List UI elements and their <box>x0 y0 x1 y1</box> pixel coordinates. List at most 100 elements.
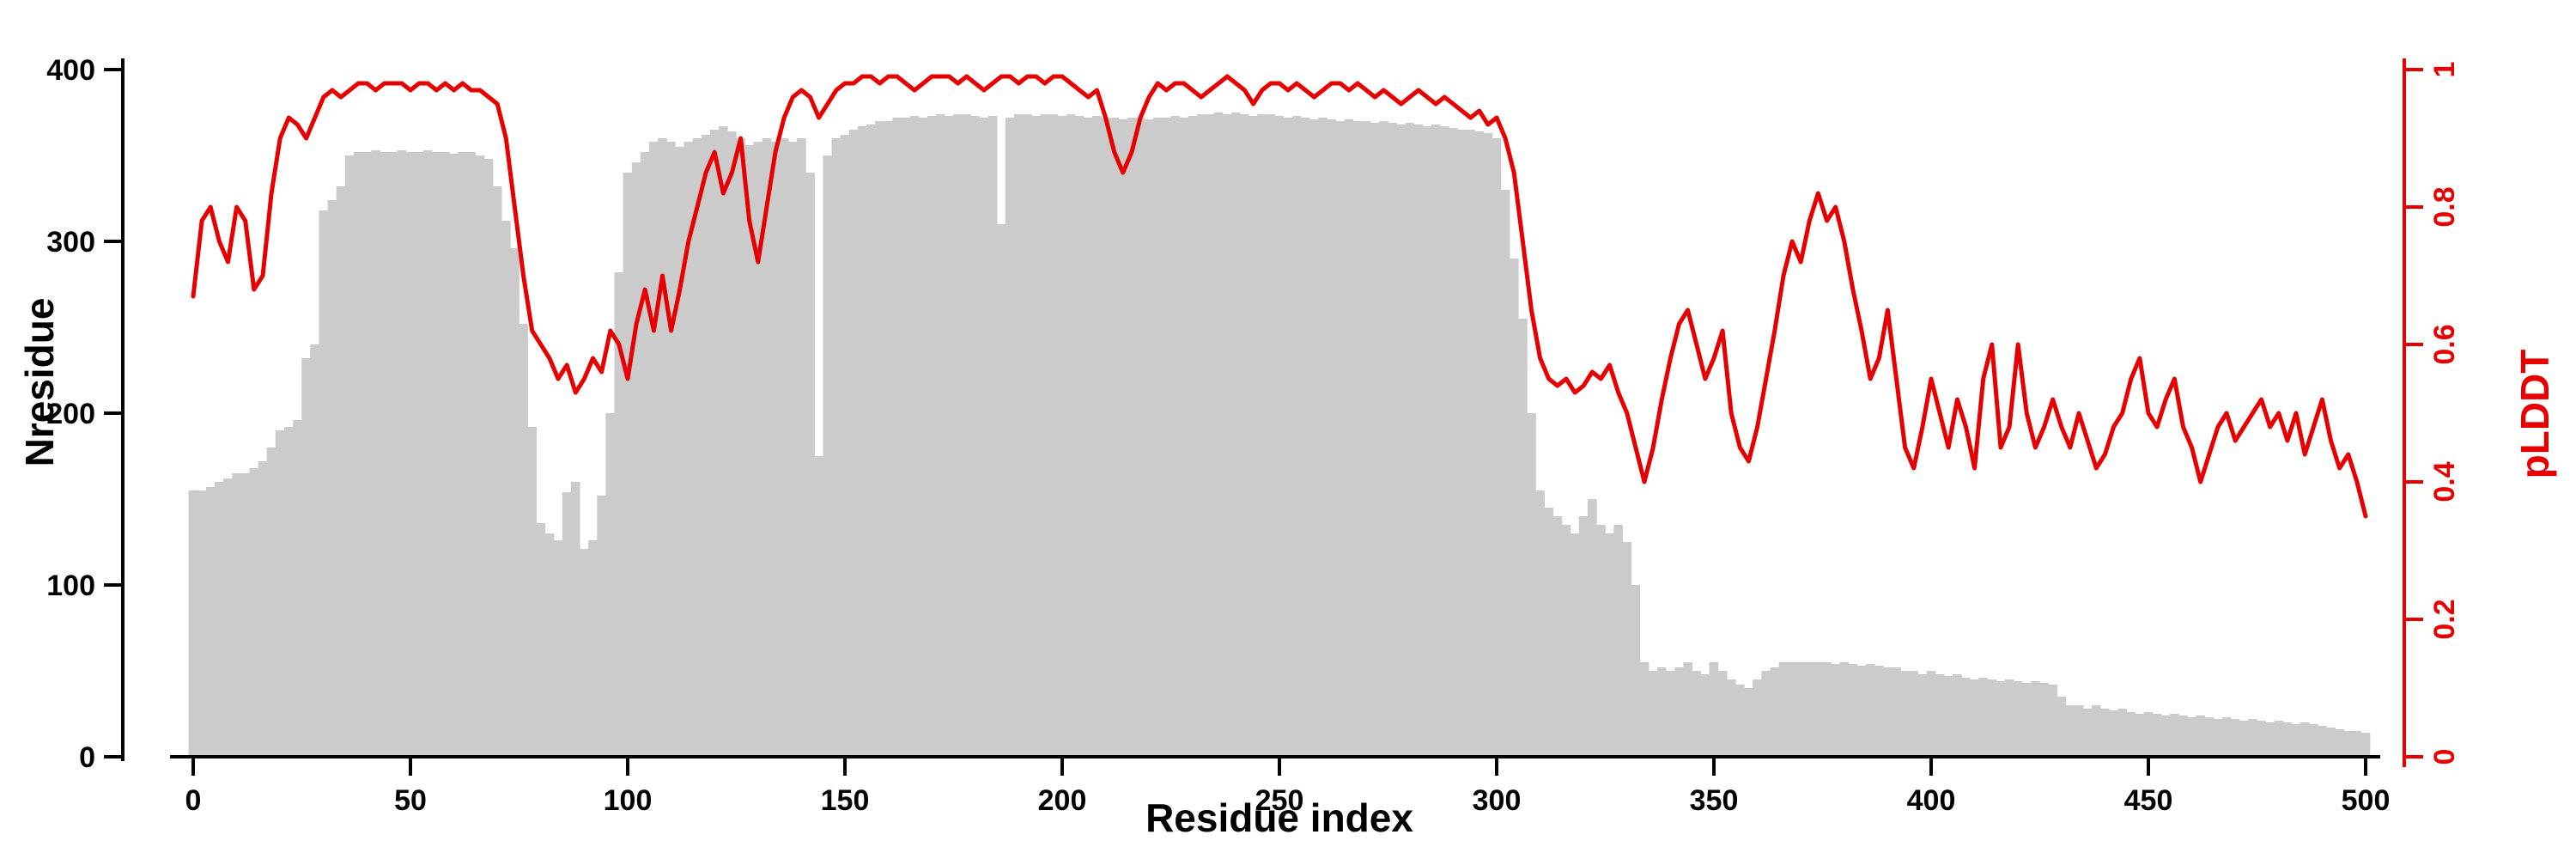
nresidue-bar <box>953 114 963 757</box>
nresidue-bar <box>266 448 276 757</box>
nresidue-bar <box>466 152 477 757</box>
nresidue-bar <box>597 496 606 757</box>
nresidue-bar <box>458 152 468 757</box>
y-axis-right-title: pLDDT <box>2512 349 2557 479</box>
nresidue-bar <box>770 142 781 757</box>
nresidue-bar <box>727 131 737 757</box>
nresidue-bar <box>1074 116 1084 757</box>
nresidue-bar <box>197 490 207 757</box>
nresidue-bar <box>1405 123 1415 757</box>
nresidue-bar <box>1240 114 1249 757</box>
nresidue-bar <box>1196 114 1206 757</box>
nresidue-bar <box>1031 116 1041 757</box>
nresidue-bar <box>1666 671 1675 757</box>
nresidue-bar <box>1231 113 1241 757</box>
tick-label: 400 <box>46 54 95 87</box>
nresidue-bar <box>336 186 346 757</box>
tick-label: 150 <box>821 784 870 817</box>
nresidue-bar <box>1674 667 1684 757</box>
nresidue-bar <box>405 152 416 757</box>
nresidue-bar <box>2291 724 2301 757</box>
nresidue-bar <box>2170 714 2179 757</box>
nresidue-bar <box>901 118 911 757</box>
nresidue-bar <box>1188 116 1198 757</box>
nresidue-bar <box>623 173 633 757</box>
nresidue-bar <box>2091 705 2101 757</box>
nresidue-bar <box>970 116 981 757</box>
nresidue-bar <box>588 540 598 757</box>
nresidue-bar <box>1883 667 1893 757</box>
nresidue-bar <box>1274 116 1285 757</box>
nresidue-bar <box>1578 516 1589 757</box>
nresidue-bar <box>2135 714 2145 757</box>
nresidue-bar <box>857 126 867 757</box>
nresidue-bar <box>580 549 589 757</box>
nresidue-bar <box>284 427 294 757</box>
nresidue-bar <box>2230 719 2240 757</box>
nresidue-bar <box>2318 726 2327 757</box>
nresidue-bar <box>1700 674 1710 757</box>
nresidue-bar <box>1527 413 1536 757</box>
nresidue-bar <box>319 210 329 757</box>
nresidue-bar <box>1388 123 1397 757</box>
nresidue-bar <box>2213 719 2223 757</box>
nresidue-bar <box>1770 667 1780 757</box>
y-axis-left: 0 100 200 300 400 <box>46 54 125 774</box>
nresidue-bar <box>1483 133 1493 757</box>
nresidue-bar <box>519 324 528 757</box>
nresidue-bar <box>275 430 285 757</box>
nresidue-bar <box>1492 138 1502 757</box>
nresidue-bar <box>1170 116 1180 757</box>
nresidue-bar <box>1709 662 1719 757</box>
plddt-line <box>191 74 2368 519</box>
nresidue-bar <box>918 118 928 757</box>
nresidue-bar <box>2335 729 2344 757</box>
nresidue-bar <box>1318 118 1327 757</box>
nresidue-bar <box>1439 126 1449 757</box>
nresidue-bar <box>2265 722 2275 757</box>
nresidue-bar <box>1179 118 1188 757</box>
tick-label: 500 <box>2342 784 2391 817</box>
nresidue-bar <box>1953 674 1962 757</box>
nresidue-bar <box>1622 542 1632 757</box>
nresidue-bar <box>1370 123 1380 757</box>
nresidue-bar <box>344 155 355 757</box>
nresidue-bar <box>2308 724 2318 757</box>
nresidue-bar <box>2152 714 2162 757</box>
nresidue-bar <box>1327 119 1337 757</box>
tick-label: 300 <box>1473 784 1522 817</box>
nresidue-bar <box>1978 678 1989 757</box>
tick-label: 0 <box>185 784 202 817</box>
nresidue-bars <box>188 113 2371 757</box>
nresidue-bar <box>683 142 694 757</box>
nresidue-bar <box>475 155 485 757</box>
nresidue-bar <box>1735 685 1745 757</box>
nresidue-bar <box>1205 114 1215 757</box>
nresidue-bar <box>892 118 902 757</box>
nresidue-bar <box>2352 731 2362 757</box>
nresidue-bar <box>562 492 572 757</box>
nresidue-bar <box>1892 667 1901 757</box>
nresidue-bar <box>936 114 945 757</box>
nresidue-bar <box>1518 319 1528 757</box>
nresidue-bar <box>1831 664 1840 757</box>
nresidue-bar <box>1692 671 1702 757</box>
nresidue-bar <box>2039 683 2049 757</box>
tick-label: 350 <box>1690 784 1739 817</box>
nresidue-bar <box>1005 118 1015 757</box>
nresidue-bar <box>875 121 884 757</box>
nresidue-bar <box>1449 128 1458 757</box>
nresidue-bar <box>2048 685 2057 757</box>
nresidue-bar <box>1596 525 1606 757</box>
nresidue-bar <box>1822 662 1832 757</box>
nresidue-bar <box>1084 118 1093 757</box>
nresidue-bar <box>310 344 319 757</box>
nresidue-bar <box>996 224 1006 757</box>
nresidue-bar <box>2117 709 2127 757</box>
nresidue-bar <box>779 138 789 757</box>
nresidue-bar <box>1101 118 1110 757</box>
nresidue-bar <box>353 152 363 757</box>
nresidue-bar <box>1648 671 1658 757</box>
nresidue-bar <box>1552 516 1563 757</box>
nresidue-bar <box>240 473 251 757</box>
